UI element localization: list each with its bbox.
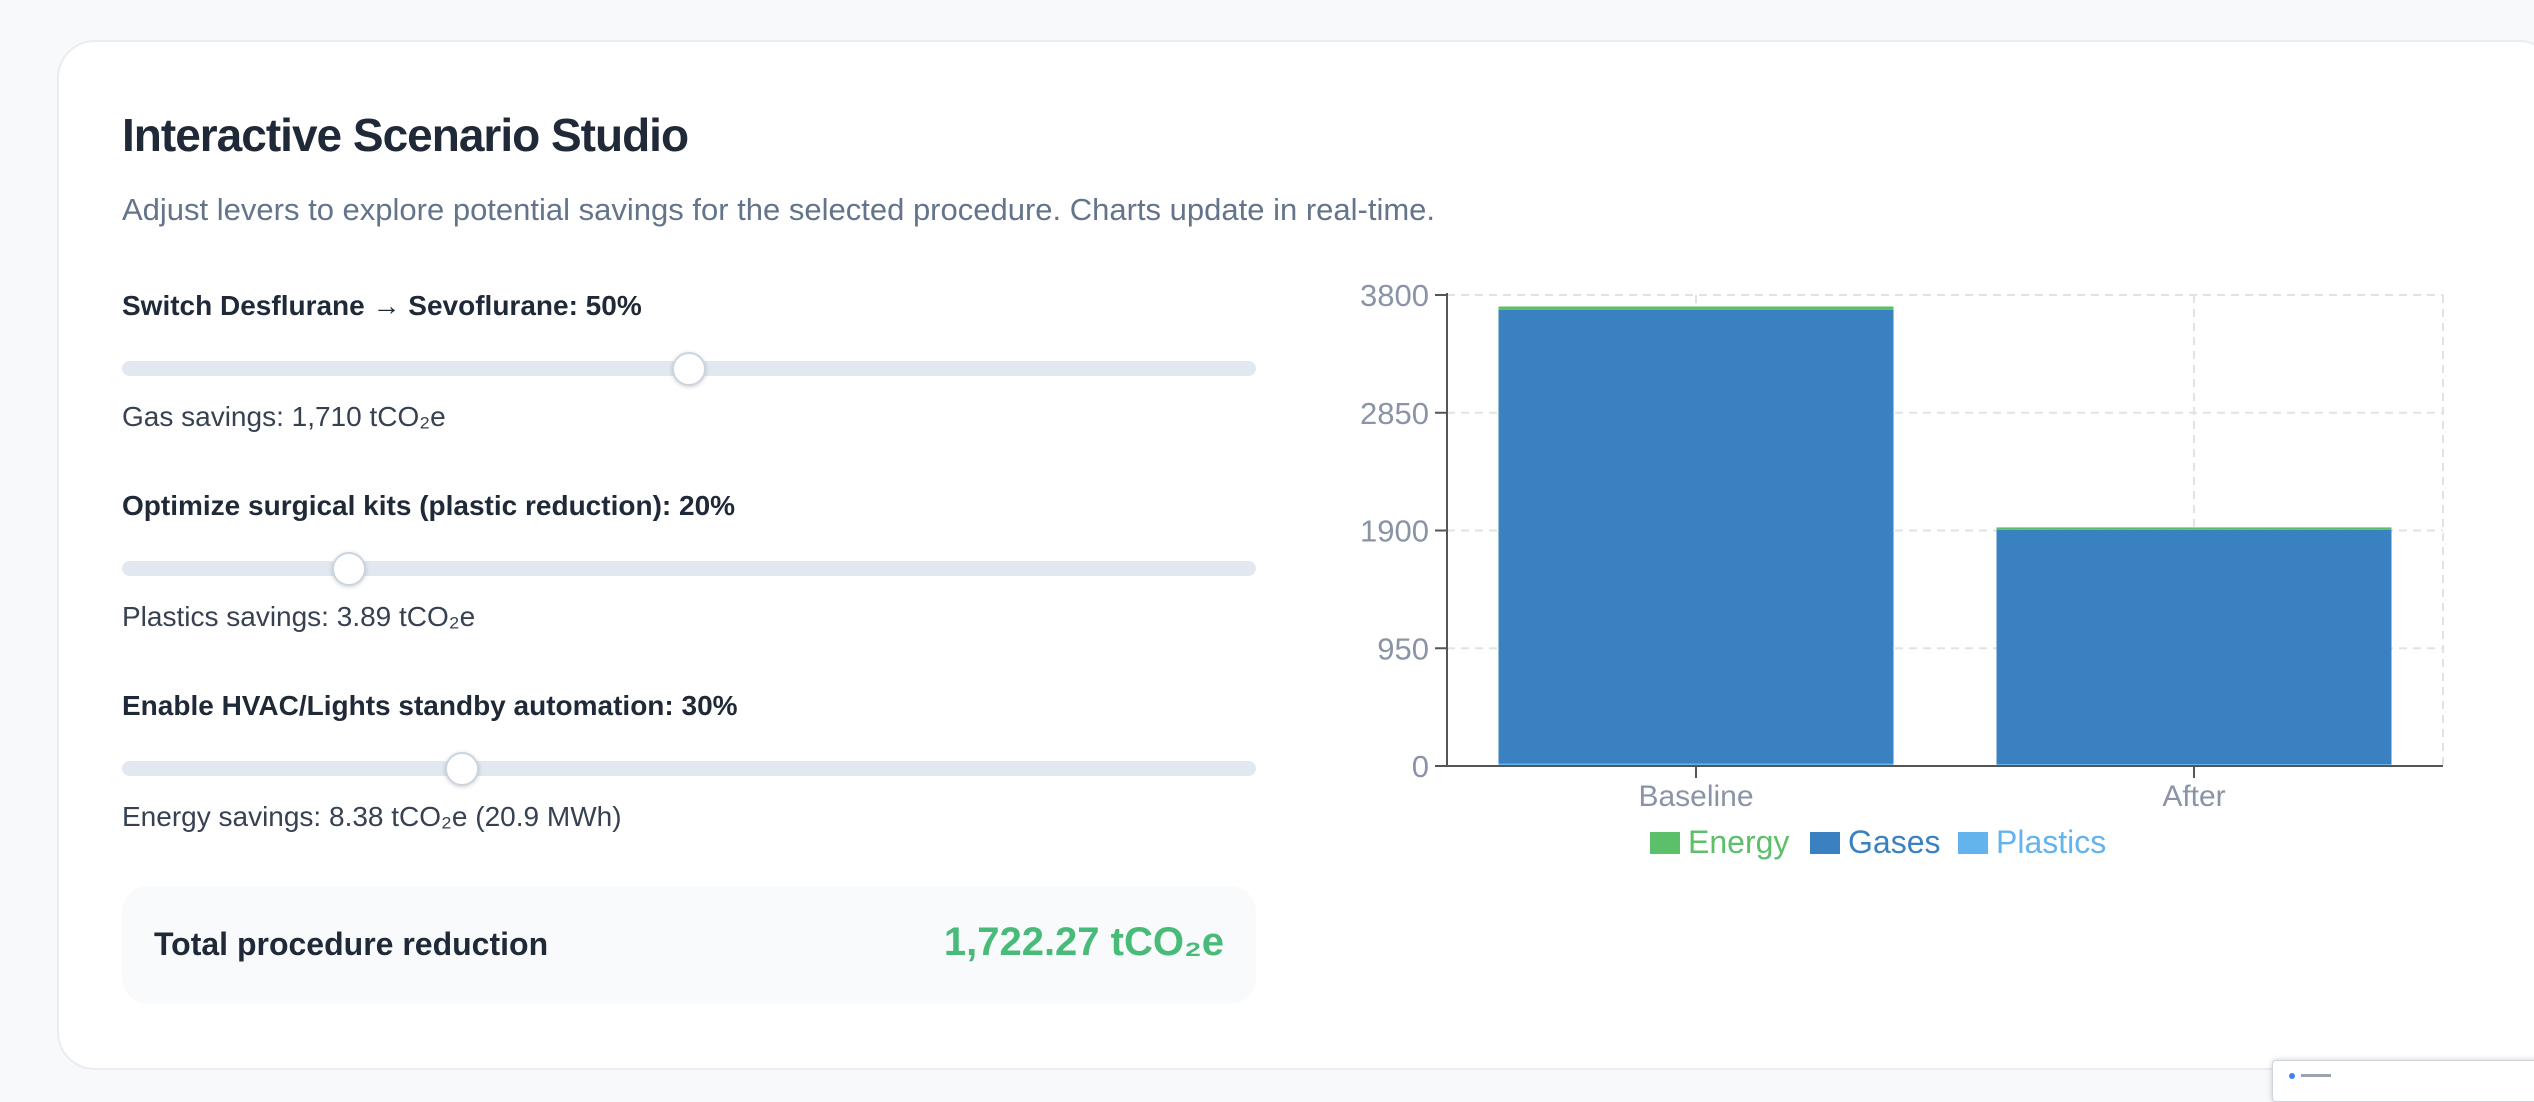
lever-plastics-slider[interactable] <box>122 551 1256 586</box>
total-reduction-label: Total procedure reduction <box>154 926 549 962</box>
bar-gases-after <box>1996 529 2392 765</box>
y-tick-label: 2850 <box>1360 396 1429 431</box>
lever-desflurane-thumb[interactable] <box>672 351 706 386</box>
legend-swatch-gases <box>1810 832 1840 854</box>
lever-plastics-thumb[interactable] <box>331 551 366 586</box>
y-tick-label: 3800 <box>1360 280 1429 313</box>
bar-energy-baseline <box>1498 306 1894 310</box>
legend-label-energy: Energy <box>1688 824 1789 860</box>
lever-hvac-thumb[interactable] <box>445 751 480 786</box>
bar-plastics-baseline <box>1498 763 1894 766</box>
y-tick-label: 0 <box>1412 749 1429 784</box>
page-subtitle: Adjust levers to explore potential savin… <box>122 192 1436 227</box>
minimized-window-preview[interactable] <box>2272 1060 2534 1102</box>
gas-savings-text: Gas savings: 1,710 tCO₂e <box>122 401 446 432</box>
total-reduction-value: 1,722.27 tCO₂e <box>943 920 1224 964</box>
legend-swatch-energy <box>1650 832 1680 854</box>
legend-swatch-plastics <box>1958 832 1988 854</box>
y-tick-label: 1900 <box>1360 514 1429 549</box>
lever-hvac-label: Enable HVAC/Lights standby automation: 3… <box>122 690 738 721</box>
bar-gases-baseline <box>1498 309 1894 764</box>
lever-hvac-slider[interactable] <box>122 751 1256 786</box>
lever-desflurane-label: Switch Desflurane → Sevoflurane: 50% <box>122 290 642 321</box>
x-tick-label: After <box>2162 780 2225 813</box>
lever-plastics-label: Optimize surgical kits (plastic reductio… <box>122 490 736 521</box>
legend-label-gases: Gases <box>1848 824 1940 860</box>
bar-energy-after <box>1996 527 2392 530</box>
page-title: Interactive Scenario Studio <box>122 109 689 161</box>
x-tick-label: Baseline <box>1638 780 1753 813</box>
window-app-icon <box>2289 1073 2295 1079</box>
energy-savings-text: Energy savings: 8.38 tCO₂e (20.9 MWh) <box>122 801 622 832</box>
lever-desflurane-slider[interactable] <box>122 351 1256 386</box>
emissions-stacked-bar-chart: 0 950 1900 2850 3800 Baseline After Energy Gases… <box>1360 280 2444 860</box>
window-title-bar <box>2301 1074 2331 1077</box>
total-reduction-panel: Total procedure reduction 1,722.27 tCO₂e <box>122 886 1256 1004</box>
y-tick-label: 950 <box>1377 631 1429 666</box>
legend-label-plastics: Plastics <box>1996 824 2106 860</box>
plastics-savings-text: Plastics savings: 3.89 tCO₂e <box>122 601 476 632</box>
